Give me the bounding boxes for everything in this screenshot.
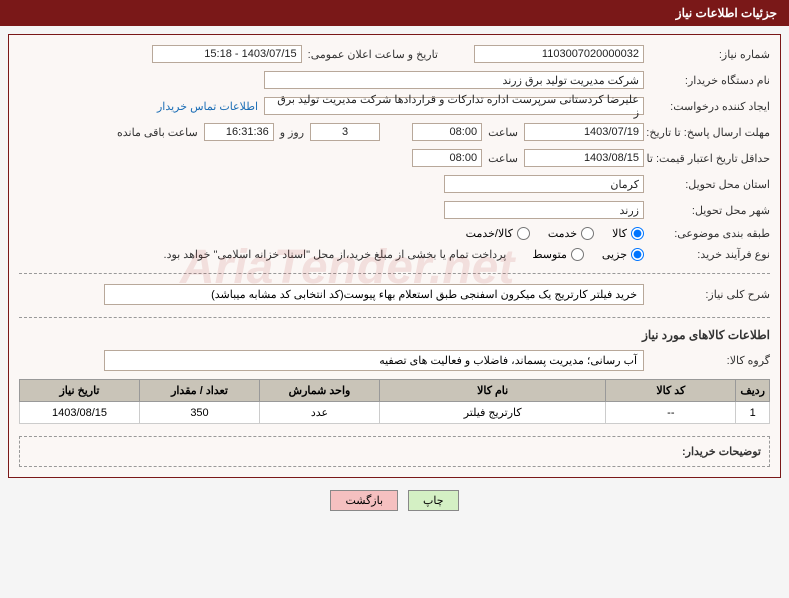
row-requester: ایجاد کننده درخواست: علیرضا کردستانی سرپ… xyxy=(19,97,770,115)
days-remain-field: 3 xyxy=(310,123,380,141)
radio-both[interactable]: کالا/خدمت xyxy=(466,227,530,240)
deadline-time-field: 08:00 xyxy=(412,123,482,141)
goods-group-label: گروه کالا: xyxy=(650,354,770,367)
buyer-org-field: شرکت مدیریت تولید برق زرند xyxy=(264,71,644,89)
radio-service[interactable]: خدمت xyxy=(548,227,594,240)
payment-note: پرداخت تمام یا بخشی از مبلغ خرید،از محل … xyxy=(164,248,507,261)
radio-goods-label: کالا xyxy=(612,227,627,240)
goods-table: ردیف کد کالا نام کالا واحد شمارش تعداد /… xyxy=(19,379,770,424)
cell-row: 1 xyxy=(736,402,770,424)
general-desc-field: خرید فیلتر کارتریج یک میکرون اسفنجی طبق … xyxy=(104,284,644,305)
cell-qty: 350 xyxy=(140,402,260,424)
cell-code: -- xyxy=(606,402,736,424)
goods-info-section: اطلاعات کالاهای مورد نیاز گروه کالا: آب … xyxy=(19,317,770,424)
th-name: نام کالا xyxy=(380,380,606,402)
row-need-no: شماره نیاز: 1103007020000032 تاریخ و ساع… xyxy=(19,45,770,63)
th-code: کد کالا xyxy=(606,380,736,402)
cell-unit: عدد xyxy=(260,402,380,424)
validity-date-field: 1403/08/15 xyxy=(524,149,644,167)
radio-goods[interactable]: کالا xyxy=(612,227,644,240)
radio-goods-input[interactable] xyxy=(631,227,644,240)
general-desc-section: شرح کلی نیاز: خرید فیلتر کارتریج یک میکر… xyxy=(19,273,770,305)
requester-label: ایجاد کننده درخواست: xyxy=(650,100,770,113)
announce-field: 1403/07/15 - 15:18 xyxy=(152,45,302,63)
radio-service-input[interactable] xyxy=(581,227,594,240)
table-row: 1 -- کارتریج فیلتر عدد 350 1403/08/15 xyxy=(20,402,770,424)
need-no-label: شماره نیاز: xyxy=(650,48,770,61)
deadline-label: مهلت ارسال پاسخ: تا تاریخ: xyxy=(650,126,770,139)
page-header: جزئیات اطلاعات نیاز xyxy=(0,0,789,26)
province-label: استان محل تحویل: xyxy=(650,178,770,191)
th-qty: تعداد / مقدار xyxy=(140,380,260,402)
radio-service-label: خدمت xyxy=(548,227,577,240)
radio-both-input[interactable] xyxy=(517,227,530,240)
back-button[interactable]: بازگشت xyxy=(330,490,398,511)
radio-medium-label: متوسط xyxy=(532,248,567,261)
radio-partial-label: جزیی xyxy=(602,248,627,261)
days-label: روز و xyxy=(280,126,304,139)
remain-label: ساعت باقی مانده xyxy=(117,126,198,139)
row-validity: حداقل تاریخ اعتبار قیمت: تا تاریخ: 1403/… xyxy=(19,149,770,167)
row-deadline: مهلت ارسال پاسخ: تا تاریخ: 1403/07/19 سا… xyxy=(19,123,770,141)
validity-label: حداقل تاریخ اعتبار قیمت: تا تاریخ: xyxy=(650,152,770,165)
process-radio-group: جزیی متوسط xyxy=(532,248,644,261)
city-label: شهر محل تحویل: xyxy=(650,204,770,217)
buyer-org-label: نام دستگاه خریدار: xyxy=(650,74,770,87)
announce-label: تاریخ و ساعت اعلان عمومی: xyxy=(308,48,438,61)
row-province: استان محل تحویل: کرمان xyxy=(19,175,770,193)
th-unit: واحد شمارش xyxy=(260,380,380,402)
table-header-row: ردیف کد کالا نام کالا واحد شمارش تعداد /… xyxy=(20,380,770,402)
radio-partial-input[interactable] xyxy=(631,248,644,261)
validity-time-field: 08:00 xyxy=(412,149,482,167)
deadline-date-field: 1403/07/19 xyxy=(524,123,644,141)
radio-partial[interactable]: جزیی xyxy=(602,248,644,261)
th-row: ردیف xyxy=(736,380,770,402)
radio-both-label: کالا/خدمت xyxy=(466,227,513,240)
city-field: زرند xyxy=(444,201,644,219)
process-label: نوع فرآیند خرید: xyxy=(650,248,770,261)
row-buyer-org: نام دستگاه خریدار: شرکت مدیریت تولید برق… xyxy=(19,71,770,89)
buyer-notes-section: توضیحات خریدار: xyxy=(19,436,770,467)
cell-name: کارتریج فیلتر xyxy=(380,402,606,424)
category-label: طبقه بندی موضوعی: xyxy=(650,227,770,240)
radio-medium[interactable]: متوسط xyxy=(532,248,584,261)
buyer-notes-label: توضیحات خریدار: xyxy=(682,446,761,458)
goods-group-field: آب رسانی؛ مدیریت پسماند، فاضلاب و فعالیت… xyxy=(104,350,644,371)
requester-field: علیرضا کردستانی سرپرست اداره تدارکات و ق… xyxy=(264,97,644,115)
radio-medium-input[interactable] xyxy=(571,248,584,261)
time-label-1: ساعت xyxy=(488,126,518,139)
row-category: طبقه بندی موضوعی: کالا خدمت کالا/خدمت xyxy=(19,227,770,240)
goods-info-title: اطلاعات کالاهای مورد نیاز xyxy=(19,328,770,342)
row-city: شهر محل تحویل: زرند xyxy=(19,201,770,219)
row-process: نوع فرآیند خرید: جزیی متوسط پرداخت تمام … xyxy=(19,248,770,261)
cell-date: 1403/08/15 xyxy=(20,402,140,424)
page-title: جزئیات اطلاعات نیاز xyxy=(676,6,777,20)
print-button[interactable]: چاپ xyxy=(408,490,459,511)
province-field: کرمان xyxy=(444,175,644,193)
time-label-2: ساعت xyxy=(488,152,518,165)
th-date: تاریخ نیاز xyxy=(20,380,140,402)
general-desc-label: شرح کلی نیاز: xyxy=(650,288,770,301)
buyer-contact-link[interactable]: اطلاعات تماس خریدار xyxy=(157,100,258,113)
main-form: شماره نیاز: 1103007020000032 تاریخ و ساع… xyxy=(8,34,781,478)
need-no-field: 1103007020000032 xyxy=(474,45,644,63)
action-buttons: چاپ بازگشت xyxy=(12,490,777,511)
time-remain-field: 16:31:36 xyxy=(204,123,274,141)
category-radio-group: کالا خدمت کالا/خدمت xyxy=(466,227,644,240)
